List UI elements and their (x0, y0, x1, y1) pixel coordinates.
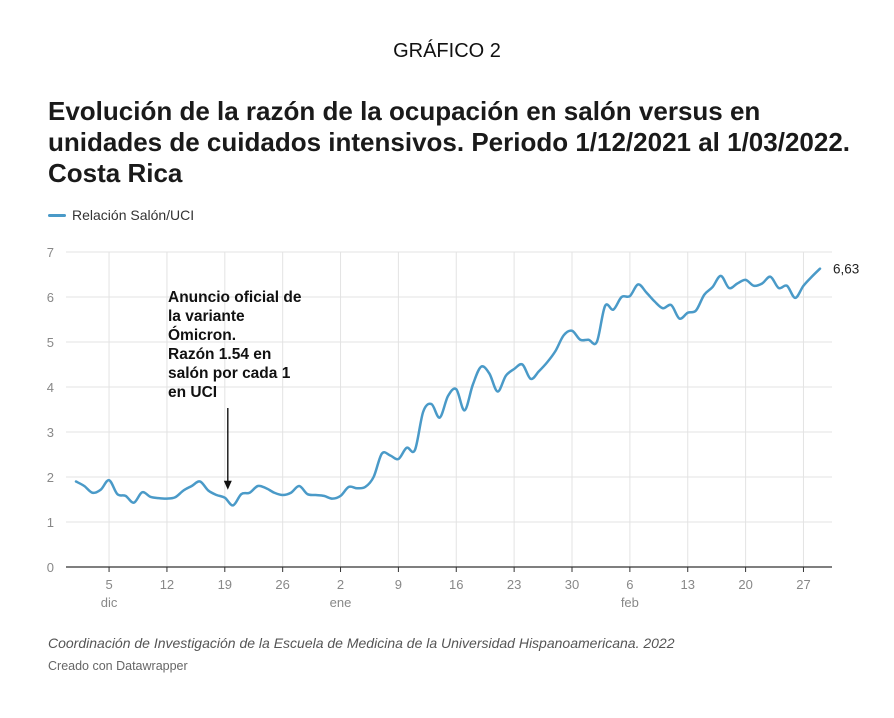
annotation-arrow-head (223, 480, 232, 490)
x-tick-label: 23 (507, 577, 521, 592)
series-end-label: 6,63 (833, 262, 859, 277)
series-layer: 6,63 (74, 262, 859, 507)
x-axis: 5 dic 12 19 26 2 ene 9 16 23 30 6 feb 13 20 27 (66, 566, 832, 610)
x-tick-label: 9 (395, 577, 402, 592)
gridlines (66, 251, 832, 567)
x-tick-label: 27 (796, 577, 810, 592)
x-tick-label: 2 (337, 577, 344, 592)
x-tick-label: 5 (105, 577, 112, 592)
annotation-text: Anuncio oficial de la variante Ómicron. Raz… (168, 289, 302, 401)
y-tick-label: 7 (47, 245, 54, 260)
x-tick-label: 12 (160, 577, 174, 592)
source-note: Coordinación de Investigación de la Escu… (48, 635, 675, 651)
series-line (74, 267, 822, 507)
y-tick-label: 4 (47, 380, 54, 395)
credit-note: Creado con Datawrapper (48, 659, 188, 673)
chart-title: Evolución de la razón de la ocupación en… (48, 96, 851, 188)
chart-kicker: GRÁFICO 2 (393, 40, 501, 62)
x-month-label: ene (330, 595, 352, 610)
x-month-label: dic (101, 595, 118, 610)
x-tick-label: 6 (626, 577, 633, 592)
x-month-label: feb (621, 595, 639, 610)
legend-line-swatch (48, 213, 66, 217)
legend-label: Relación Salón/UCI (72, 207, 195, 223)
y-tick-label: 3 (47, 425, 54, 440)
y-axis: 0 1 2 3 4 5 6 7 (47, 245, 54, 575)
legend: Relación Salón/UCI (48, 207, 194, 223)
x-tick-label: 13 (680, 577, 694, 592)
y-tick-label: 2 (47, 470, 54, 485)
x-tick-label: 30 (565, 577, 579, 592)
y-tick-label: 1 (47, 515, 54, 530)
x-tick-label: 19 (218, 577, 232, 592)
y-tick-label: 0 (47, 560, 54, 575)
y-tick-label: 6 (47, 290, 54, 305)
x-tick-label: 16 (449, 577, 463, 592)
y-tick-label: 5 (47, 335, 54, 350)
x-tick-label: 26 (275, 577, 289, 592)
annotation-layer: Anuncio oficial de la variante Ómicron. Raz… (168, 289, 302, 490)
x-tick-label: 20 (738, 577, 752, 592)
